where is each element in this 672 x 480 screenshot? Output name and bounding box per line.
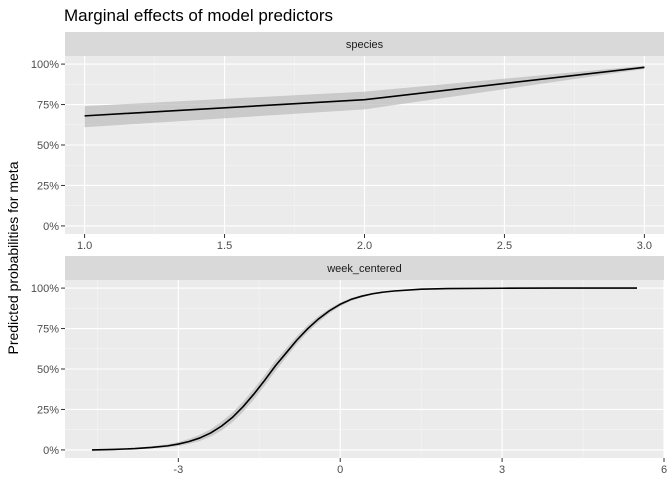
facet-strip bbox=[65, 32, 664, 56]
y-tick-label: 50% bbox=[37, 364, 59, 376]
y-tick-label: 100% bbox=[31, 283, 59, 295]
y-tick-label: 75% bbox=[37, 324, 59, 336]
x-tick-label: 6 bbox=[661, 464, 667, 476]
y-tick-label: 100% bbox=[31, 59, 59, 71]
y-axis-label: Predicted probabilities for meta bbox=[5, 161, 21, 354]
x-tick-label: 3.0 bbox=[637, 240, 652, 252]
chart-title: Marginal effects of model predictors bbox=[64, 6, 333, 25]
y-tick-label: 75% bbox=[37, 100, 59, 112]
x-tick-label: 2.5 bbox=[497, 240, 512, 252]
y-tick-label: 0% bbox=[43, 221, 59, 233]
facets: species 0% 25% 50% 75% 100% 1.0 1.5 2.0 2.5 3.0 wee… bbox=[31, 32, 667, 476]
facet-strip-label: species bbox=[346, 39, 384, 51]
x-tick-label: 0 bbox=[337, 464, 343, 476]
y-tick-label: 0% bbox=[43, 445, 59, 457]
x-tick-label: 1.5 bbox=[217, 240, 232, 252]
y-tick-label: 50% bbox=[37, 140, 59, 152]
facet-panel-week_centered: week_centered 0% 25% 50% 75% 100% -3 0 3 6 bbox=[31, 256, 667, 476]
x-tick-label: -3 bbox=[173, 464, 183, 476]
facet-strip-label: week_centered bbox=[326, 263, 402, 275]
y-tick-label: 25% bbox=[37, 180, 59, 192]
series-line bbox=[91, 287, 638, 451]
confidence-ribbon bbox=[84, 65, 645, 128]
facet-panel-species: species 0% 25% 50% 75% 100% 1.0 1.5 2.0 2.5 3.0 bbox=[31, 32, 664, 252]
x-tick-label: 2.0 bbox=[357, 240, 372, 252]
facet-strip bbox=[65, 256, 664, 280]
x-tick-label: 1.0 bbox=[77, 240, 92, 252]
x-tick-label: 3 bbox=[499, 464, 505, 476]
series-line bbox=[84, 66, 645, 117]
y-tick-label: 25% bbox=[37, 404, 59, 416]
